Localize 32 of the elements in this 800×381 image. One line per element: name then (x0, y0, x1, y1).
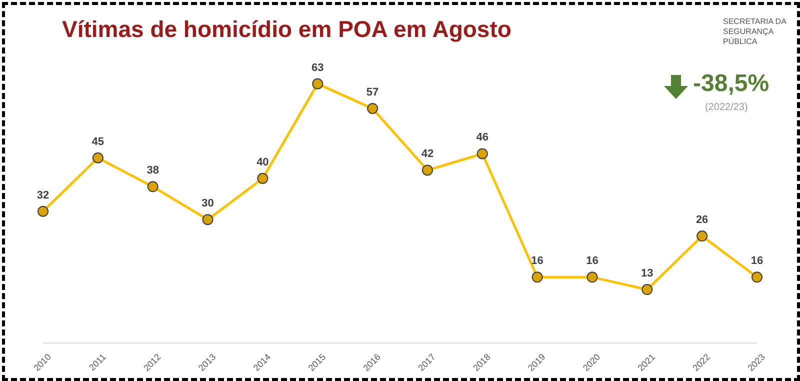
point (476, 148, 488, 160)
annotation: (2022/23) (705, 102, 748, 113)
point (696, 230, 708, 242)
data-label: 40 (256, 156, 269, 168)
data-label: 16 (531, 255, 544, 268)
data-label: 46 (476, 132, 489, 144)
chart-title: Vítimas de homicídio em POA em Agosto (62, 16, 512, 43)
text: SECRETARIA DA SEGURANÇA PÚBLICA (723, 17, 788, 47)
point (422, 164, 433, 176)
point (752, 272, 762, 283)
point (38, 206, 48, 217)
point (202, 214, 214, 226)
data-label: 45 (92, 136, 104, 148)
data-label: 63 (311, 62, 324, 74)
point (312, 78, 324, 90)
point (147, 181, 158, 192)
data-label: 57 (366, 86, 379, 98)
data-label: 30 (202, 198, 214, 210)
data-label: 42 (421, 148, 434, 160)
data-label: 13 (641, 268, 654, 280)
point (257, 172, 268, 184)
data-label: 38 (146, 164, 159, 177)
data-label: 16 (586, 255, 598, 268)
data-label: 32 (36, 189, 50, 202)
point (586, 272, 598, 283)
data-label: 16 (750, 255, 764, 268)
point (92, 152, 104, 164)
point (532, 272, 543, 283)
annotation: -38,5% (693, 70, 770, 98)
point (642, 284, 653, 296)
point (367, 102, 378, 114)
data-label: 26 (696, 214, 708, 226)
